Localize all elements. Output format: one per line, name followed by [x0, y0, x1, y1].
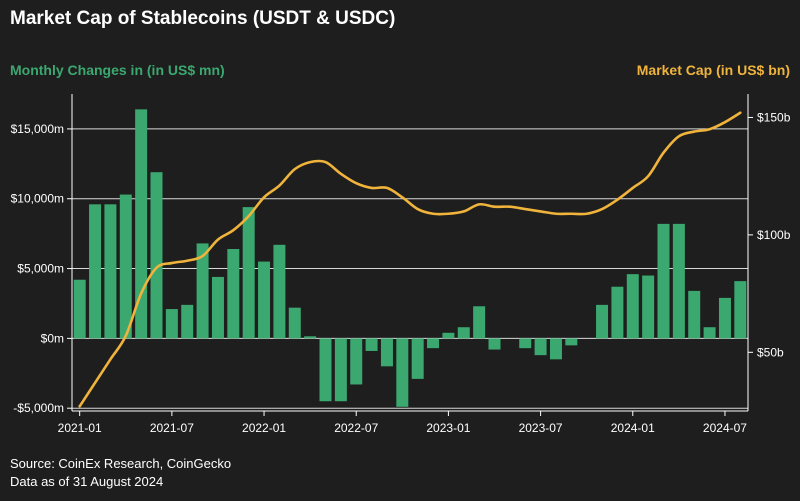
bar-layer: [73, 109, 747, 407]
bar: [104, 204, 117, 339]
bar: [396, 338, 409, 407]
bar: [273, 244, 286, 339]
right-axis-label: Market Cap (in US$ bn): [636, 62, 790, 78]
left-axis-label: Monthly Changes in (in US$ mn): [10, 62, 225, 78]
source-note: Source: CoinEx Research, CoinGecko: [10, 456, 232, 471]
bar: [334, 338, 347, 402]
bar: [442, 332, 455, 339]
bar: [165, 309, 178, 339]
bar: [734, 281, 747, 339]
bar: [181, 304, 194, 339]
bar: [135, 109, 148, 339]
chart-title: Market Cap of Stablecoins (USDT & USDC): [10, 8, 396, 29]
bar: [626, 274, 639, 339]
bar: [73, 279, 86, 339]
bar: [288, 307, 301, 339]
bar: [488, 338, 501, 350]
bar: [473, 306, 486, 339]
bar: [227, 249, 240, 339]
bar: [703, 327, 716, 339]
bar: [611, 286, 624, 339]
bar: [519, 338, 532, 349]
bar: [596, 304, 609, 339]
right-tick-label: $100b: [757, 228, 791, 242]
bar: [549, 338, 562, 360]
bar: [119, 194, 132, 339]
line-layer: [78, 111, 742, 408]
bar: [258, 261, 271, 339]
x-tick-label: 2024-07: [703, 421, 747, 435]
data-date-note: Data as of 31 August 2024: [10, 474, 164, 489]
bar: [365, 338, 378, 351]
bar: [642, 275, 655, 339]
bar: [457, 327, 470, 339]
grid-layer: [72, 128, 748, 409]
bar: [211, 276, 224, 339]
bar: [718, 297, 731, 339]
left-tick-label: $0m: [41, 331, 64, 345]
right-tick-label: $50b: [757, 345, 784, 359]
bar: [380, 338, 393, 367]
x-tick-label: 2023-01: [426, 421, 470, 435]
axis-layer: -$5,000m $0m $5,000m $10,000m $15,000m $50b $1…: [11, 94, 791, 435]
left-tick-label: $10,000m: [11, 192, 64, 206]
x-tick-label: 2022-01: [242, 421, 286, 435]
bar: [304, 336, 317, 339]
bar: [534, 338, 547, 356]
left-tick-label: $5,000m: [17, 262, 64, 276]
bar: [688, 290, 701, 339]
bar: [350, 338, 363, 385]
left-tick-label: $15,000m: [11, 122, 64, 136]
bar: [411, 338, 424, 379]
bar: [89, 204, 102, 339]
bar: [427, 338, 440, 349]
bar: [319, 338, 332, 402]
bar: [672, 223, 685, 339]
right-tick-label: $150b: [757, 110, 791, 124]
x-tick-label: 2022-07: [334, 421, 378, 435]
bar: [657, 223, 670, 339]
bar: [196, 243, 209, 339]
bar: [242, 207, 255, 339]
footer: Source: CoinEx Research, CoinGecko Data …: [10, 455, 231, 491]
x-tick-label: 2021-07: [150, 421, 194, 435]
x-tick-label: 2023-07: [519, 421, 563, 435]
bar: [565, 338, 578, 346]
left-tick-label: -$5,000m: [13, 401, 64, 415]
x-tick-label: 2024-01: [611, 421, 655, 435]
market-cap-line: [78, 111, 742, 408]
x-tick-label: 2021-01: [58, 421, 102, 435]
bar: [150, 172, 163, 339]
